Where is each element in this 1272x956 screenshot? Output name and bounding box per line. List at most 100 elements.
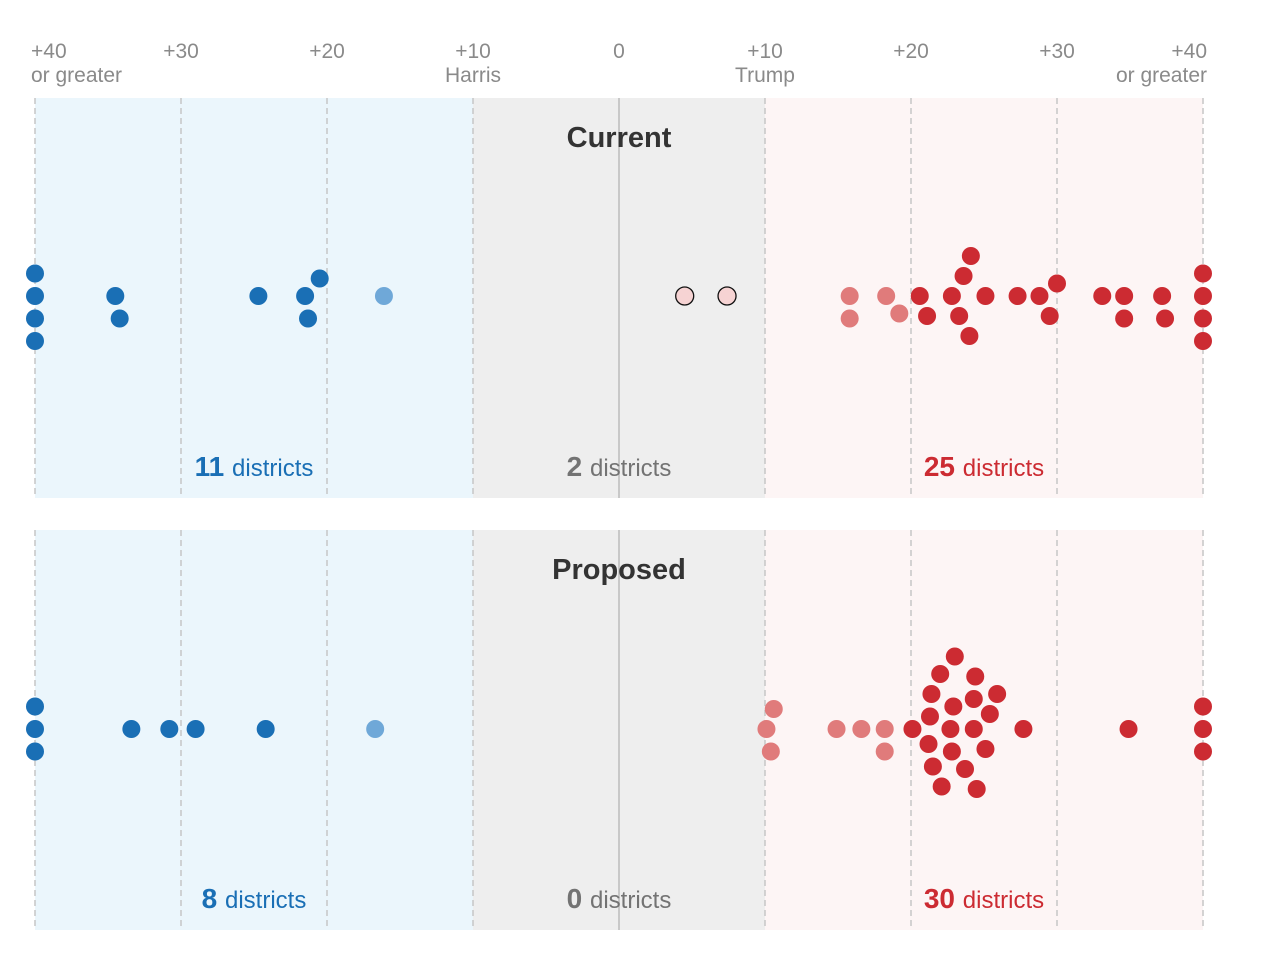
district-dot-safe_rep <box>1194 332 1212 350</box>
tick-label: +10 <box>747 40 783 63</box>
district-dot-safe_dem <box>26 309 44 328</box>
district-dot-safe_rep <box>942 742 961 761</box>
district-dot-safe_rep <box>1093 287 1112 305</box>
district-dot-safe_rep <box>964 690 983 708</box>
district-dot-safe_rep <box>1194 309 1212 328</box>
district-dot-safe_rep <box>1156 309 1175 328</box>
district-dot-safe_rep <box>960 327 979 345</box>
district-dot-safe_rep <box>950 307 969 325</box>
district-dot-lean_rep <box>757 720 776 738</box>
district-dot-lean_rep <box>890 304 909 323</box>
district-dot-safe_dem <box>186 720 205 738</box>
district-dot-safe_dem <box>26 332 44 350</box>
district-dot-safe_rep <box>918 307 937 325</box>
district-dot-safe_rep <box>1014 720 1033 738</box>
district-dot-safe_rep <box>1194 720 1212 738</box>
district-dot-safe_rep <box>1194 264 1212 283</box>
district-dot-lean_rep <box>827 720 846 738</box>
tick-label: +40 <box>1171 40 1207 63</box>
district-dot-safe_dem <box>122 720 141 738</box>
district-dot-safe_rep <box>976 740 995 758</box>
district-dot-safe_dem <box>26 287 44 305</box>
district-dot-safe_rep <box>932 777 951 796</box>
district-dot-safe_rep <box>967 780 986 798</box>
district-dot-safe_dem <box>160 720 179 738</box>
panel-title: Proposed <box>552 554 686 586</box>
district-dot-safe_rep <box>961 247 980 265</box>
district-dot-safe_rep <box>910 287 929 305</box>
district-dot-safe_rep <box>919 735 938 753</box>
district-dot-safe_dem <box>106 287 125 305</box>
dem-band-1 <box>35 530 473 930</box>
district-dot-safe_rep <box>944 697 963 716</box>
district-dot-safe_rep <box>1119 720 1138 738</box>
district-dot-safe_dem <box>26 697 44 716</box>
district-dot-safe_rep <box>1115 287 1134 305</box>
tick-sublabel: or greater <box>1116 64 1207 87</box>
tick-sublabel: Trump <box>735 64 795 87</box>
district-dot-safe_rep <box>945 647 964 666</box>
district-dot-safe_rep <box>920 707 939 726</box>
district-dot-lean_rep <box>764 700 783 718</box>
district-dot-lean_dem <box>374 287 393 305</box>
tick-sublabel: or greater <box>31 64 122 87</box>
district-dot-lean_rep <box>875 742 894 761</box>
district-count-dem: 11 districts <box>195 451 314 482</box>
district-dot-lean_rep <box>840 287 859 305</box>
district-dot-safe_dem <box>249 287 268 305</box>
district-dot-safe_rep <box>922 685 941 703</box>
district-dot-safe_rep <box>1194 287 1212 305</box>
district-dot-safe_rep <box>954 267 973 285</box>
district-dot-safe_rep <box>1194 697 1212 716</box>
district-dot-safe_dem <box>110 309 129 328</box>
district-count-rep: 25 districts <box>924 451 1044 482</box>
district-dot-safe_dem <box>296 287 315 305</box>
district-dot-safe_rep <box>1115 309 1134 328</box>
district-dot-safe_rep <box>1194 742 1212 761</box>
district-dot-safe_rep <box>1048 274 1066 293</box>
district-dot-tossup <box>717 286 737 306</box>
district-count-labels: 11 districts 2 districts 25 districts 8 dis… <box>195 451 1045 914</box>
district-dot-lean_dem <box>366 720 385 738</box>
district-dot-lean_rep <box>877 287 896 305</box>
district-dot-safe_rep <box>980 705 999 723</box>
district-dot-safe_rep <box>1153 287 1172 305</box>
tick-label: +30 <box>163 40 199 63</box>
district-dot-safe_rep <box>1040 307 1059 325</box>
district-dot-safe_dem <box>26 720 44 738</box>
panel-title: Current <box>567 122 672 154</box>
tick-sublabel: Harris <box>445 64 501 87</box>
district-dot-safe_rep <box>931 665 950 683</box>
district-count-tossup: 0 districts <box>567 883 672 914</box>
district-dot-safe_dem <box>26 264 44 283</box>
district-count-tossup: 2 districts <box>567 451 672 482</box>
district-dot-safe_rep <box>942 287 961 305</box>
district-dot-lean_rep <box>761 742 780 761</box>
tick-label: +10 <box>455 40 491 63</box>
tick-label: +30 <box>1039 40 1075 63</box>
tick-label: +40 <box>31 40 67 63</box>
district-dot-safe_rep <box>966 667 985 686</box>
district-dot-safe_dem <box>256 720 275 738</box>
district-dot-safe_dem <box>26 742 44 761</box>
district-dot-safe_dem <box>310 269 329 288</box>
district-dot-lean_rep <box>840 309 859 328</box>
district-dot-safe_rep <box>903 720 922 738</box>
tick-label: +20 <box>893 40 929 63</box>
district-dot-safe_rep <box>1008 287 1027 305</box>
district-count-rep: 30 districts <box>924 883 1044 914</box>
tick-label: 0 <box>613 40 625 63</box>
district-count-dem: 8 districts <box>202 883 307 914</box>
district-dot-safe_rep <box>988 685 1007 703</box>
district-dot-safe_rep <box>923 757 942 776</box>
district-dot-lean_rep <box>852 720 871 738</box>
district-dot-tossup <box>675 286 695 306</box>
panel-titles: Current Proposed <box>552 122 686 586</box>
district-dot-safe_rep <box>941 720 960 738</box>
district-dot-safe_rep <box>964 720 983 738</box>
district-dot-safe_rep <box>976 287 995 305</box>
district-dot-safe_dem <box>299 309 318 328</box>
tick-label: +20 <box>309 40 345 63</box>
